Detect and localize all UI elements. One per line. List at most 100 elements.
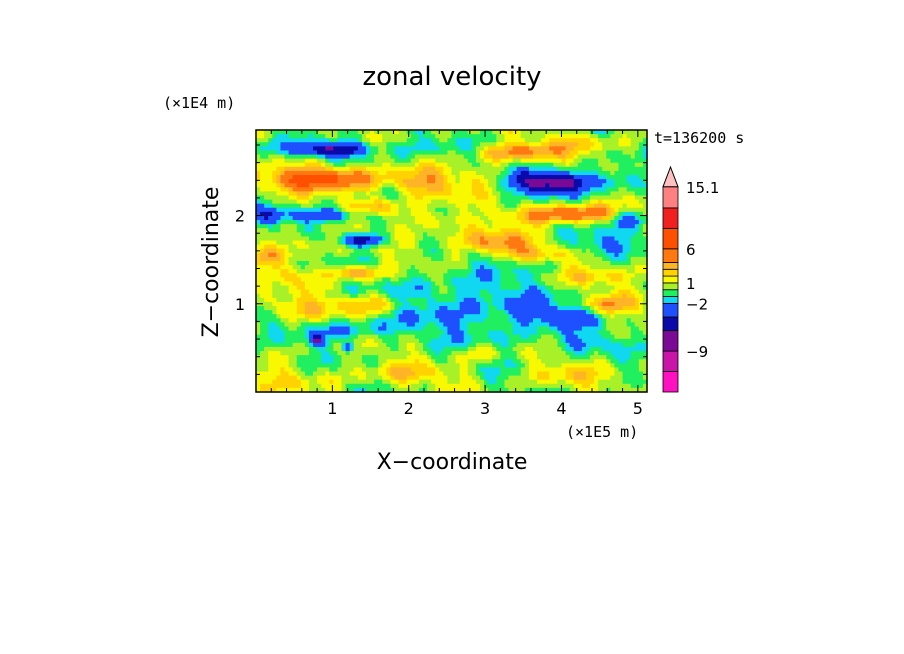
- heat-cell: [467, 310, 473, 315]
- heat-cell: [589, 240, 595, 246]
- heat-cell: [565, 277, 571, 283]
- heat-cell: [614, 207, 620, 213]
- heat-cell: [638, 220, 644, 225]
- heat-cell: [594, 297, 599, 303]
- heat-cell: [394, 211, 400, 217]
- heat-cell: [622, 232, 628, 238]
- heat-cell: [304, 293, 310, 299]
- heat-cell: [642, 281, 648, 287]
- heat-cell: [394, 269, 400, 274]
- heat-cell: [386, 240, 391, 246]
- heat-cell: [398, 306, 404, 311]
- heat-cell: [524, 277, 530, 283]
- heat-cell: [504, 195, 510, 201]
- heat-cell: [463, 138, 469, 143]
- heat-cell: [390, 338, 396, 344]
- heat-cell: [581, 187, 587, 192]
- heat-cell: [439, 322, 444, 328]
- heat-cell: [313, 162, 318, 168]
- heat-cell: [524, 224, 530, 229]
- heat-cell: [439, 191, 444, 197]
- heat-cell: [443, 256, 449, 262]
- heat-cell: [313, 334, 318, 340]
- heat-cell: [422, 232, 428, 238]
- heat-cell: [594, 211, 599, 217]
- heat-cell: [353, 183, 359, 188]
- heat-cell: [292, 232, 298, 238]
- heat-cell: [598, 134, 603, 139]
- heat-cell: [345, 277, 351, 283]
- heat-cell: [443, 215, 449, 221]
- heat-cell: [500, 277, 506, 283]
- heat-cell: [459, 232, 465, 238]
- heat-cell: [410, 338, 416, 344]
- heat-cell: [622, 277, 628, 283]
- heat-cell: [264, 175, 269, 180]
- heat-cell: [357, 232, 363, 238]
- heat-cell: [264, 191, 269, 197]
- heat-cell: [382, 130, 387, 135]
- heat-cell: [288, 252, 294, 258]
- heat-cell: [439, 158, 444, 164]
- heat-cell: [467, 318, 473, 323]
- heat-cell: [296, 166, 302, 172]
- heat-cell: [264, 134, 269, 139]
- heat-cell: [520, 310, 526, 315]
- heat-cell: [545, 199, 550, 205]
- heat-cell: [382, 142, 387, 147]
- heat-cell: [435, 191, 440, 197]
- heat-cell: [370, 130, 375, 135]
- heat-cell: [484, 166, 489, 172]
- heat-cell: [325, 175, 330, 180]
- heat-cell: [545, 314, 550, 319]
- heat-cell: [414, 179, 420, 184]
- heat-cell: [313, 187, 318, 192]
- heat-cell: [260, 224, 265, 229]
- heat-cell: [545, 166, 550, 172]
- heat-cell: [541, 158, 546, 164]
- heat-cell: [406, 175, 412, 180]
- heat-cell: [545, 338, 550, 344]
- heat-cell: [272, 195, 277, 201]
- heat-cell: [337, 330, 343, 336]
- heat-cell: [272, 166, 277, 172]
- heat-cell: [292, 256, 298, 262]
- heat-cell: [475, 289, 481, 295]
- heat-cell: [317, 183, 322, 188]
- heat-cell: [365, 162, 371, 168]
- heat-cell: [480, 256, 485, 262]
- heat-cell: [410, 138, 416, 143]
- heat-cell: [638, 236, 644, 242]
- heat-cell: [541, 248, 546, 254]
- heat-cell: [374, 215, 379, 221]
- heat-cell: [630, 224, 636, 229]
- heat-cell: [276, 322, 282, 328]
- heat-cell: [321, 273, 326, 278]
- heat-cell: [496, 134, 501, 139]
- heat-cell: [378, 269, 383, 274]
- heat-cell: [410, 195, 416, 201]
- heat-cell: [406, 248, 412, 254]
- heat-cell: [288, 240, 294, 246]
- heat-cell: [439, 175, 444, 180]
- heat-cell: [422, 338, 428, 344]
- heat-cell: [300, 244, 306, 250]
- heat-cell: [256, 183, 261, 188]
- heat-cell: [541, 285, 546, 291]
- heat-cell: [435, 252, 440, 258]
- heat-cell: [638, 150, 644, 156]
- heat-cell: [516, 195, 522, 201]
- heat-cell: [488, 318, 493, 323]
- heat-cell: [370, 273, 375, 278]
- heat-cell: [634, 179, 640, 184]
- heat-cell: [337, 220, 343, 225]
- heat-cell: [537, 338, 542, 344]
- heat-cell: [484, 211, 489, 217]
- heat-cell: [553, 207, 558, 213]
- heat-cell: [337, 240, 343, 246]
- heat-cell: [484, 293, 489, 299]
- heat-cell: [284, 256, 290, 262]
- heat-cell: [398, 248, 404, 254]
- heat-cell: [329, 252, 334, 258]
- heat-cell: [427, 269, 432, 274]
